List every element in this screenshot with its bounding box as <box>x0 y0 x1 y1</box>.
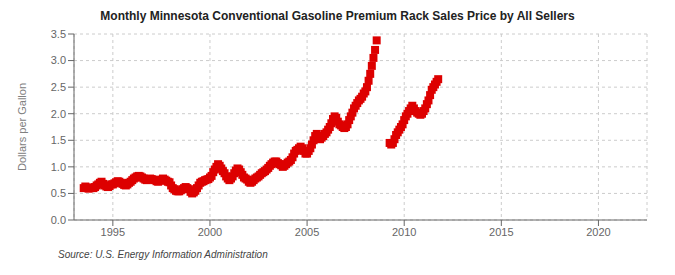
svg-text:0.5: 0.5 <box>51 187 66 199</box>
svg-text:2015: 2015 <box>489 226 513 238</box>
svg-text:1995: 1995 <box>101 226 125 238</box>
svg-text:Dollars per Gallon: Dollars per Gallon <box>16 83 28 171</box>
svg-text:2.5: 2.5 <box>51 81 66 93</box>
svg-text:2.0: 2.0 <box>51 108 66 120</box>
svg-text:2005: 2005 <box>295 226 319 238</box>
svg-text:2020: 2020 <box>586 226 610 238</box>
svg-text:3.5: 3.5 <box>51 28 66 40</box>
svg-text:1.5: 1.5 <box>51 134 66 146</box>
svg-text:3.0: 3.0 <box>51 54 66 66</box>
svg-text:0.0: 0.0 <box>51 214 66 226</box>
html-text:Source: U.S. Energy Informatio: Source: U.S. Energy Information Administ… <box>58 249 268 260</box>
svg-text:2010: 2010 <box>392 226 416 238</box>
svg-text:1.0: 1.0 <box>51 161 66 173</box>
svg-text:2000: 2000 <box>198 226 222 238</box>
html-text:Monthly Minnesota Conventional: Monthly Minnesota Conventional Gasoline … <box>100 9 575 23</box>
